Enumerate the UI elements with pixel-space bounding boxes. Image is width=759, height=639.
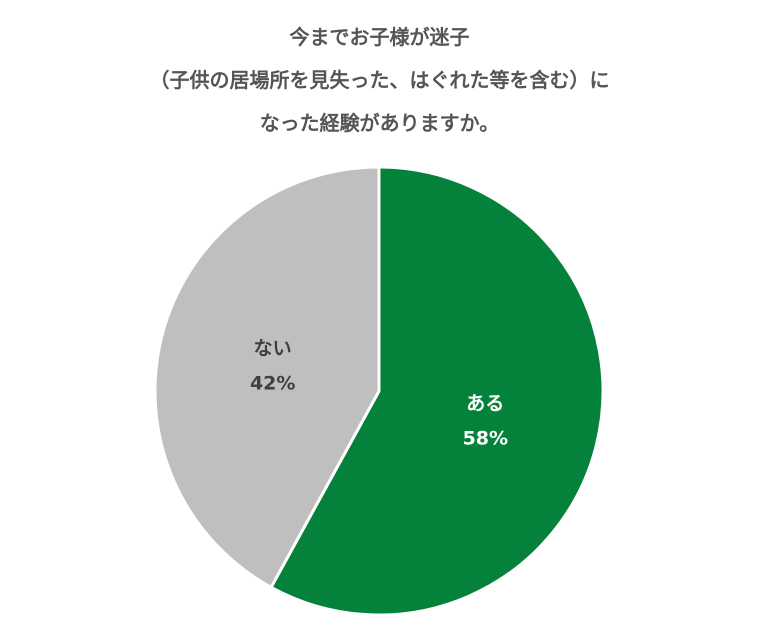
chart-title: 今までお子様が迷子 （子供の居場所を見失った、はぐれた等を含む）に なった経験が… — [0, 16, 759, 145]
slice-category-label: ある — [466, 392, 504, 414]
slice-percent-label: 58% — [463, 427, 508, 449]
slice-category-label: ない — [254, 338, 292, 360]
pie-slice-1 — [269, 165, 605, 617]
pie-slice-label-1: ある 58% — [463, 392, 508, 449]
chart-title-line-3: なった経験がありますか。 — [259, 111, 500, 135]
pie-slice-2 — [153, 165, 381, 589]
chart-title-line-1: 今までお子様が迷子 — [289, 25, 470, 49]
chart-title-line-2: （子供の居場所を見失った、はぐれた等を含む）に — [149, 68, 610, 92]
pie-slice-label-2: ない 42% — [250, 338, 295, 395]
slice-percent-label: 42% — [250, 373, 295, 395]
